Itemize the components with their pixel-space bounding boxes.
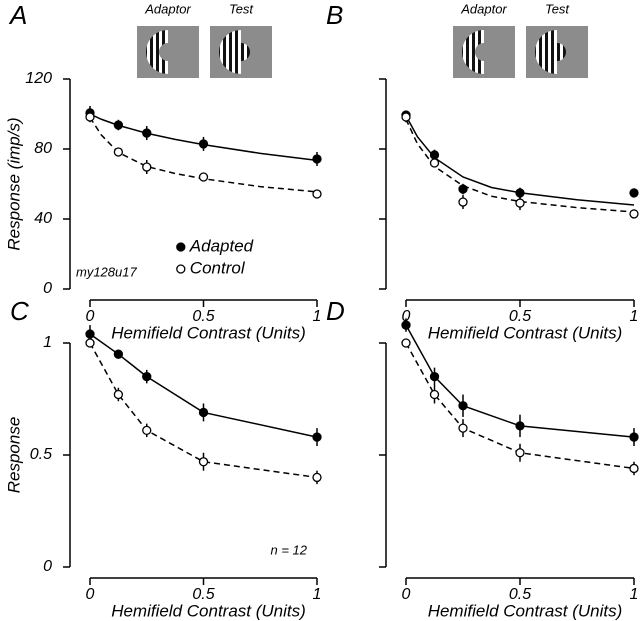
marker	[515, 188, 525, 198]
marker	[142, 128, 152, 138]
marker	[429, 150, 440, 160]
marker	[458, 423, 468, 433]
x-axis-label: Hemifield Contrast (Units)	[111, 323, 306, 342]
y-tick-label: 40	[34, 210, 52, 227]
marker	[429, 389, 440, 400]
annotation: my128u17	[76, 264, 137, 279]
marker	[142, 371, 152, 382]
x-tick-label: 0	[402, 308, 411, 325]
marker	[142, 425, 152, 436]
x-tick-label: 0	[86, 308, 95, 325]
panel-label: C	[10, 296, 29, 326]
marker	[113, 147, 124, 157]
marker	[113, 349, 124, 359]
stimulus-label: Test	[229, 1, 254, 16]
x-tick-label: 0	[86, 586, 95, 603]
stimulus-test	[210, 26, 272, 78]
panel-label: B	[326, 0, 343, 30]
marker	[312, 189, 322, 199]
marker	[142, 162, 152, 172]
marker	[85, 338, 95, 348]
marker	[629, 209, 639, 219]
legend-marker	[176, 242, 186, 252]
legend-label: Adapted	[189, 236, 254, 255]
marker	[458, 197, 468, 207]
y-tick-label: 1	[43, 334, 52, 351]
series-line	[405, 118, 635, 213]
series-line	[89, 333, 318, 438]
marker	[515, 421, 525, 431]
stimulus-adaptor	[453, 26, 515, 78]
x-tick-label: 1	[313, 586, 322, 603]
series-line	[89, 113, 318, 162]
panel-label: A	[8, 0, 27, 30]
series-line	[89, 117, 318, 193]
marker	[198, 407, 209, 418]
marker	[113, 120, 124, 130]
marker	[312, 472, 322, 483]
x-tick-label: 0.5	[192, 308, 214, 325]
x-tick-label: 1	[630, 308, 639, 325]
stimulus-label: Adaptor	[460, 1, 507, 16]
y-tick-label: 0	[43, 280, 52, 297]
stimulus-test	[526, 26, 588, 78]
marker	[629, 432, 639, 442]
x-axis-label: Hemifield Contrast (Units)	[428, 601, 623, 620]
marker	[401, 338, 411, 348]
marker	[312, 432, 322, 442]
marker	[429, 158, 440, 168]
x-tick-label: 0.5	[509, 586, 531, 603]
x-axis-label: Hemifield Contrast (Units)	[111, 601, 306, 620]
y-tick-label: 80	[34, 140, 52, 157]
x-tick-label: 1	[313, 308, 322, 325]
marker	[85, 329, 95, 339]
legend-label: Control	[190, 258, 246, 277]
panel-label: D	[326, 296, 345, 326]
marker	[312, 154, 322, 164]
marker	[429, 371, 440, 382]
marker	[515, 448, 525, 458]
marker	[629, 463, 639, 474]
marker	[458, 401, 468, 411]
series-line	[405, 115, 635, 206]
x-axis-label: Hemifield Contrast (Units)	[428, 323, 623, 342]
y-tick-label: 0.5	[30, 446, 52, 463]
marker	[198, 457, 209, 467]
marker	[198, 139, 209, 149]
stimulus-adaptor	[137, 26, 199, 78]
y-tick-label: 0	[43, 558, 52, 575]
x-tick-label: 1	[630, 586, 639, 603]
marker	[401, 112, 411, 122]
annotation: n = 12	[270, 542, 307, 557]
x-tick-label: 0.5	[509, 308, 531, 325]
y-axis-label: Response (imp/s)	[4, 117, 23, 250]
legend-marker	[176, 264, 186, 274]
stimulus-label: Test	[545, 1, 570, 16]
y-axis-label: Response	[4, 417, 23, 494]
x-tick-label: 0.5	[192, 586, 214, 603]
marker	[629, 188, 639, 198]
x-tick-label: 0	[402, 586, 411, 603]
y-tick-label: 120	[25, 70, 52, 87]
stimulus-label: Adaptor	[144, 1, 191, 16]
marker	[401, 320, 411, 330]
marker	[515, 198, 525, 208]
marker	[85, 112, 95, 122]
marker	[198, 172, 209, 182]
marker	[113, 389, 124, 400]
